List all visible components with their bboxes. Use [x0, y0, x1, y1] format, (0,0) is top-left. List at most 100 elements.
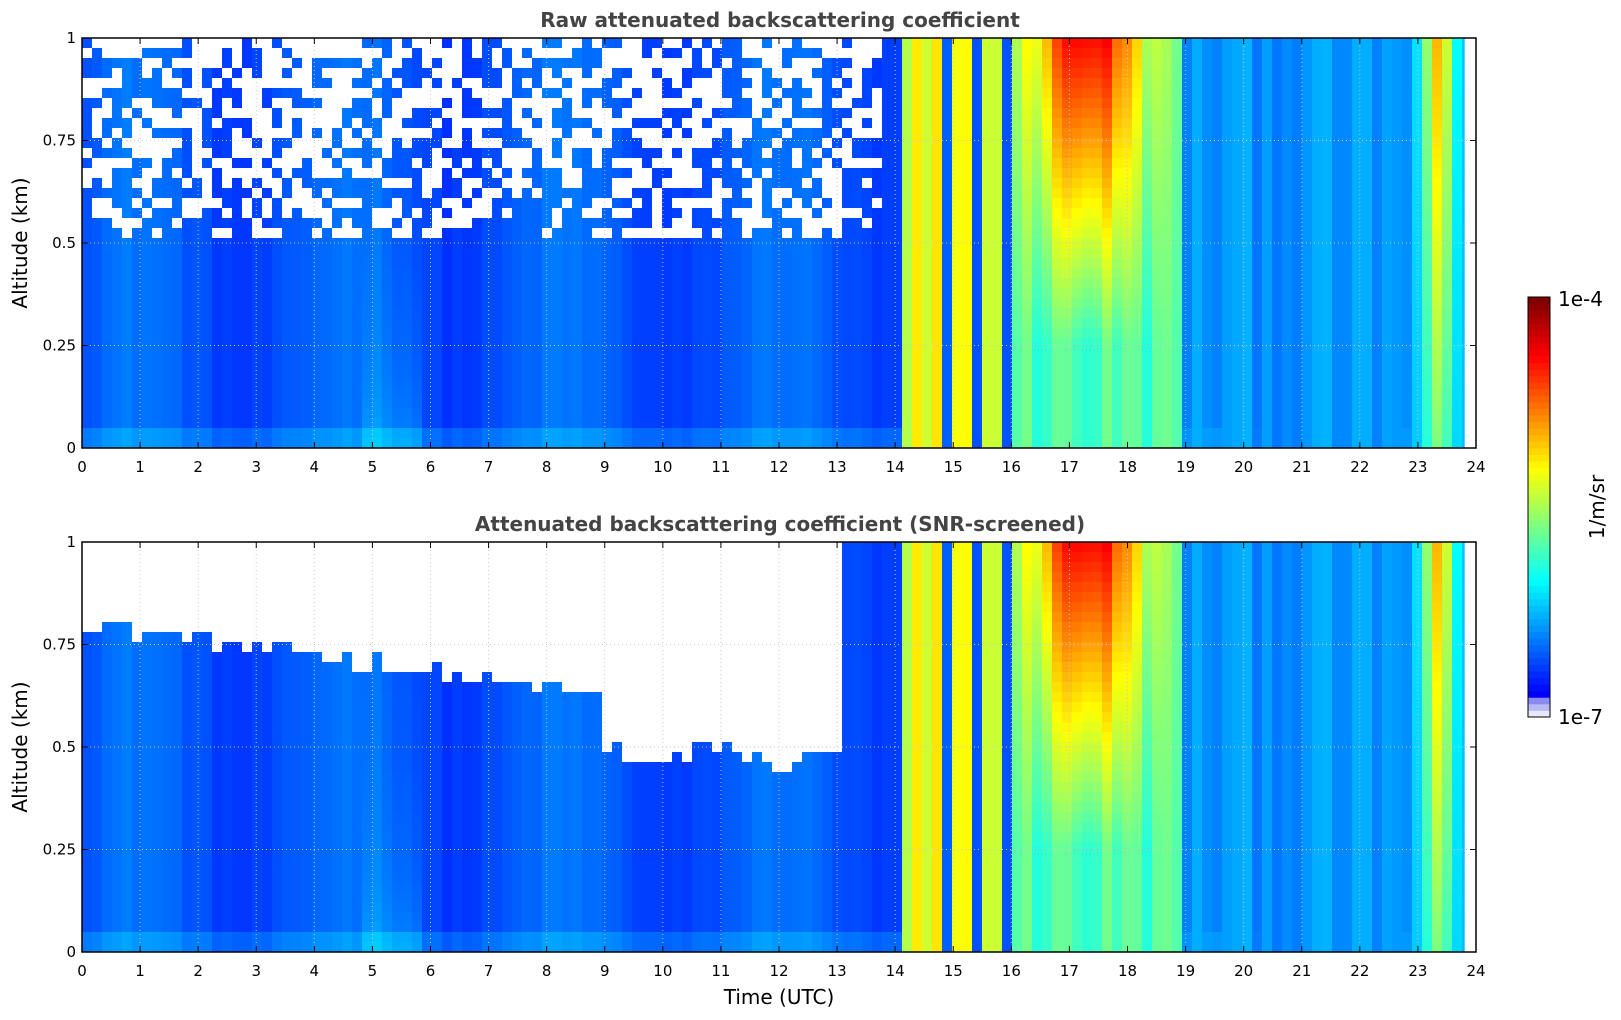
- colorbar-step: [1528, 342, 1550, 350]
- colorbar-step: [1528, 454, 1550, 462]
- x-tick-label: 5: [368, 458, 378, 476]
- colorbar-step: [1528, 447, 1550, 455]
- colorbar-step: [1528, 552, 1550, 560]
- colorbar-frame: [1527, 296, 1551, 718]
- x-tick-label: 22: [1350, 458, 1369, 476]
- x-tick-label: 15: [944, 962, 963, 980]
- colorbar-step: [1528, 369, 1550, 377]
- colorbar-step: [1528, 408, 1550, 416]
- y-tick-label: 0: [66, 943, 76, 961]
- colorbar-step: [1528, 297, 1550, 304]
- x-tick-label: 13: [828, 962, 847, 980]
- x-tick-label: 10: [653, 458, 672, 476]
- colorbar-step: [1528, 434, 1550, 442]
- x-tick-label: 12: [769, 458, 788, 476]
- colorbar-step: [1528, 566, 1550, 574]
- colorbar-step: [1528, 651, 1550, 659]
- x-tick-label: 3: [251, 962, 261, 980]
- x-tick-label: 4: [310, 458, 320, 476]
- colorbar-step: [1528, 513, 1550, 521]
- colorbar-step: [1528, 441, 1550, 449]
- x-tick-label: 16: [1002, 458, 1021, 476]
- colorbar-step: [1528, 316, 1550, 324]
- colorbar-step: [1528, 592, 1550, 600]
- x-tick-label: 20: [1234, 458, 1253, 476]
- x-axis: 0 1 2 3 4 5 6 7 8 9 10 11 12 13 14 15 16 17 18 19 20 21 22 23 24: [77, 38, 1486, 476]
- colorbar-step: [1528, 500, 1550, 508]
- colorbar-step: [1528, 710, 1550, 718]
- colorbar-step: [1528, 625, 1550, 633]
- colorbar-step: [1528, 382, 1550, 390]
- y-tick-label: 0.25: [43, 337, 76, 355]
- colorbar-step: [1528, 605, 1550, 613]
- colorbar-step: [1528, 631, 1550, 639]
- x-tick-label: 9: [600, 962, 610, 980]
- colorbar-step: [1528, 684, 1550, 692]
- colorbar-step: [1528, 415, 1550, 423]
- y-tick-label: 0: [66, 439, 76, 457]
- x-tick-label: 1: [135, 458, 145, 476]
- x-tick-label: 6: [426, 458, 436, 476]
- colorbar-step: [1528, 402, 1550, 409]
- x-tick-label: 16: [1002, 962, 1021, 980]
- y-tick-label: 0.75: [43, 132, 76, 150]
- x-tick-label: 14: [886, 962, 905, 980]
- x-tick-label: 1: [135, 962, 145, 980]
- raw-backscatter-panel: Raw attenuated backscattering coefficien…: [8, 8, 1486, 476]
- colorbar-step: [1528, 356, 1550, 364]
- x-tick-label: 13: [828, 458, 847, 476]
- colorbar-step: [1528, 572, 1550, 580]
- x-tick-label: 17: [1060, 458, 1079, 476]
- x-tick-label: 18: [1118, 458, 1137, 476]
- x-axis-label: Time (UTC): [723, 985, 835, 1009]
- x-tick-label: 18: [1118, 962, 1137, 980]
- colorbar-step: [1528, 428, 1550, 436]
- x-tick-label: 0: [77, 962, 87, 980]
- y-axis-label: Altitude (km): [8, 177, 32, 308]
- colorbar-step: [1528, 323, 1550, 331]
- colorbar-min-label: 1e-7: [1558, 705, 1603, 729]
- y-axis: 0 0.25 0.5 0.75 1: [43, 29, 1476, 457]
- colorbar-step: [1528, 349, 1550, 357]
- x-tick-label: 23: [1408, 962, 1427, 980]
- colorbar-step: [1528, 461, 1550, 469]
- x-tick-label: 6: [426, 962, 436, 980]
- colorbar-step: [1528, 690, 1550, 698]
- colorbar-step: [1528, 487, 1550, 495]
- screened-backscatter-panel: Attenuated backscattering coefficient (S…: [8, 512, 1486, 1009]
- colorbar-step: [1528, 671, 1550, 679]
- colorbar-step: [1528, 585, 1550, 593]
- x-tick-label: 5: [368, 962, 378, 980]
- colorbar-step: [1528, 618, 1550, 626]
- colorbar-step: [1528, 612, 1550, 619]
- y-tick-label: 1: [66, 29, 76, 47]
- x-tick-label: 19: [1176, 962, 1195, 980]
- x-tick-label: 2: [193, 458, 203, 476]
- chart-title: Raw attenuated backscattering coefficien…: [540, 8, 1020, 32]
- colorbar-step: [1528, 520, 1550, 528]
- y-tick-label: 0.75: [43, 636, 76, 654]
- colorbar-units-label: 1/m/sr: [1585, 474, 1609, 539]
- colorbar-step: [1528, 310, 1550, 318]
- x-tick-label: 4: [310, 962, 320, 980]
- colorbar-step: [1528, 493, 1550, 501]
- colorbar: 1e-4 1e-7 1/m/sr: [1527, 287, 1609, 729]
- x-tick-label: 23: [1408, 458, 1427, 476]
- colorbar-step: [1528, 703, 1550, 711]
- y-tick-label: 0.5: [52, 234, 76, 252]
- colorbar-step: [1528, 638, 1550, 646]
- x-tick-label: 0: [77, 458, 87, 476]
- x-tick-label: 3: [251, 458, 261, 476]
- colorbar-max-label: 1e-4: [1558, 287, 1603, 311]
- colorbar-step: [1528, 388, 1550, 396]
- x-tick-label: 15: [944, 458, 963, 476]
- x-tick-label: 12: [769, 962, 788, 980]
- x-tick-label: 7: [484, 962, 494, 980]
- x-tick-label: 11: [711, 962, 730, 980]
- x-tick-label: 24: [1466, 962, 1485, 980]
- colorbar-step: [1528, 559, 1550, 567]
- x-tick-label: 10: [653, 962, 672, 980]
- colorbar-step: [1528, 526, 1550, 534]
- colorbar-step: [1528, 421, 1550, 429]
- colorbar-step: [1528, 657, 1550, 665]
